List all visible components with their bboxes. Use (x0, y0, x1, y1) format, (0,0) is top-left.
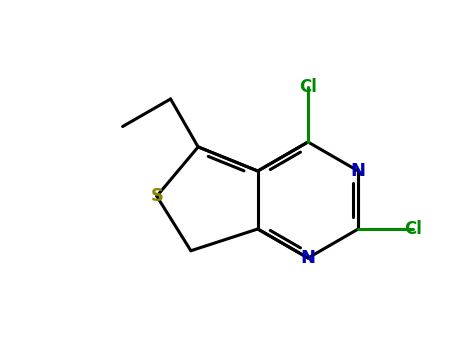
Text: Cl: Cl (299, 78, 317, 96)
Text: N: N (351, 162, 366, 180)
Text: N: N (300, 249, 315, 267)
Text: Cl: Cl (404, 220, 422, 238)
Text: S: S (150, 187, 163, 205)
